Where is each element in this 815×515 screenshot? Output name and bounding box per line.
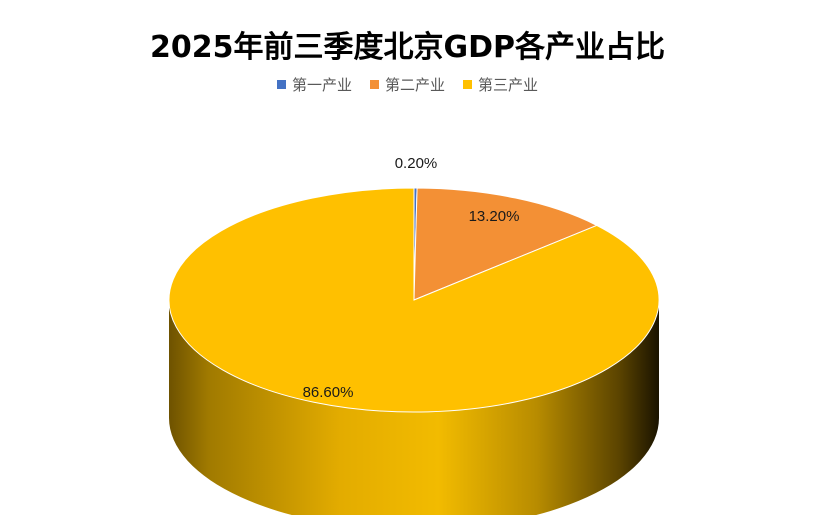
chart-title: 2025年前三季度北京GDP各产业占比 — [149, 30, 665, 65]
pie-slice-secondary — [413, 187, 598, 301]
legend-label-tertiary: 第三产业 — [478, 76, 539, 94]
legend-swatch-tertiary — [463, 80, 472, 89]
data-label-primary: 0.20% — [395, 155, 438, 172]
pie-labels: 0.20% 13.20% 86.60% — [303, 155, 520, 401]
pie-slice-tertiary — [168, 187, 660, 413]
pie-side — [169, 300, 659, 515]
legend-item-primary: 第一产业 — [276, 74, 352, 95]
legend: 第一产业 第二产业 第三产业 — [0, 74, 815, 95]
pie-top — [168, 187, 660, 413]
legend-swatch-secondary — [369, 80, 379, 89]
legend-swatch-primary — [276, 80, 286, 89]
pie-side-wall — [169, 300, 659, 515]
legend-label-secondary: 第二产业 — [384, 76, 445, 94]
legend-item-secondary: 第二产业 — [369, 74, 445, 95]
legend-item-tertiary: 第三产业 — [463, 74, 538, 95]
legend-label-primary: 第一产业 — [291, 76, 352, 94]
data-label-secondary: 13.20% — [469, 208, 520, 225]
data-label-tertiary: 86.60% — [303, 384, 354, 401]
